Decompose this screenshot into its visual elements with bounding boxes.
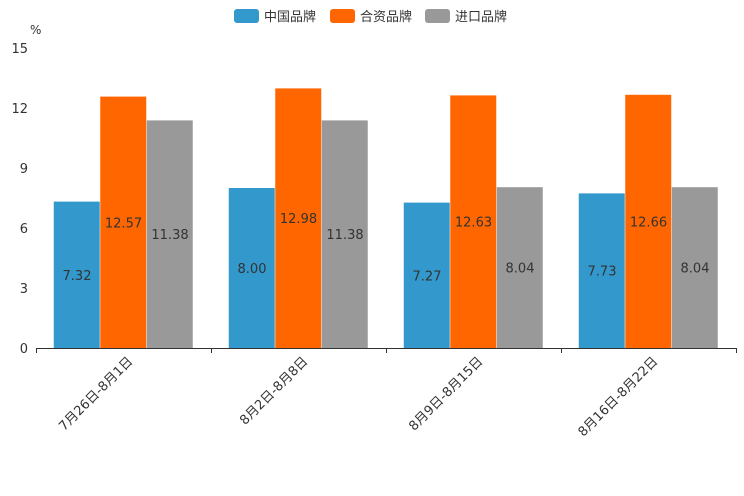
x-tick-label: 7月26日-8月1日 <box>56 354 136 434</box>
bars <box>53 88 718 349</box>
bar[interactable] <box>146 120 193 349</box>
bar[interactable] <box>450 95 497 349</box>
bar[interactable] <box>228 188 275 348</box>
bar-value-label: 7.73 <box>588 265 617 280</box>
y-axis-ticks: 0 3 6 9 12 15 <box>11 42 28 357</box>
bar-value-label: 8.00 <box>238 262 267 277</box>
x-tick-label: 8月16日-8月22日 <box>576 354 662 440</box>
bar[interactable] <box>671 187 718 348</box>
y-tick-label: 6 <box>20 222 28 237</box>
legend-label[interactable]: 合资品牌 <box>360 9 412 25</box>
legend-swatch[interactable] <box>330 9 355 23</box>
bar[interactable] <box>496 187 543 348</box>
bar[interactable] <box>321 120 368 349</box>
x-axis-ticks: 7月26日-8月1日 8月2日-8月8日 8月9日-8月15日 8月16日-8月22日 <box>36 348 737 440</box>
value-labels: 7.32 12.57 11.38 8.00 12.98 11.38 7.27 12.63 8.0… <box>63 212 710 284</box>
legend-label[interactable]: 中国品牌 <box>264 9 316 25</box>
y-tick-label: 9 <box>20 162 28 177</box>
legend-swatch[interactable] <box>425 9 450 23</box>
bar[interactable] <box>275 88 322 349</box>
bar-value-label: 8.04 <box>506 262 535 277</box>
bar-value-label: 12.66 <box>630 215 667 230</box>
x-tick-label: 8月2日-8月8日 <box>237 354 311 428</box>
bar[interactable] <box>53 201 100 348</box>
legend-label[interactable]: 进口品牌 <box>455 9 507 25</box>
y-axis-unit-label: % <box>30 23 41 37</box>
bar-value-label: 7.32 <box>63 269 92 284</box>
x-tick-label: 8月9日-8月15日 <box>406 354 486 434</box>
y-tick-label: 3 <box>20 282 28 297</box>
bar-value-label: 12.57 <box>105 216 142 231</box>
bar-value-label: 12.63 <box>455 216 492 231</box>
bar[interactable] <box>403 202 450 348</box>
bar[interactable] <box>625 94 672 348</box>
legend: 中国品牌 合资品牌 进口品牌 <box>234 9 507 25</box>
y-tick-label: 12 <box>11 102 28 117</box>
bar-value-label: 7.27 <box>413 269 442 284</box>
legend-swatch[interactable] <box>234 9 259 23</box>
bar-value-label: 8.04 <box>681 262 710 277</box>
y-tick-label: 15 <box>11 42 28 57</box>
y-tick-label: 0 <box>20 342 28 357</box>
bar-value-label: 12.98 <box>280 212 317 227</box>
bar-value-label: 11.38 <box>151 228 188 243</box>
bar[interactable] <box>578 193 625 348</box>
bar[interactable] <box>100 96 147 348</box>
bar-value-label: 11.38 <box>326 228 363 243</box>
